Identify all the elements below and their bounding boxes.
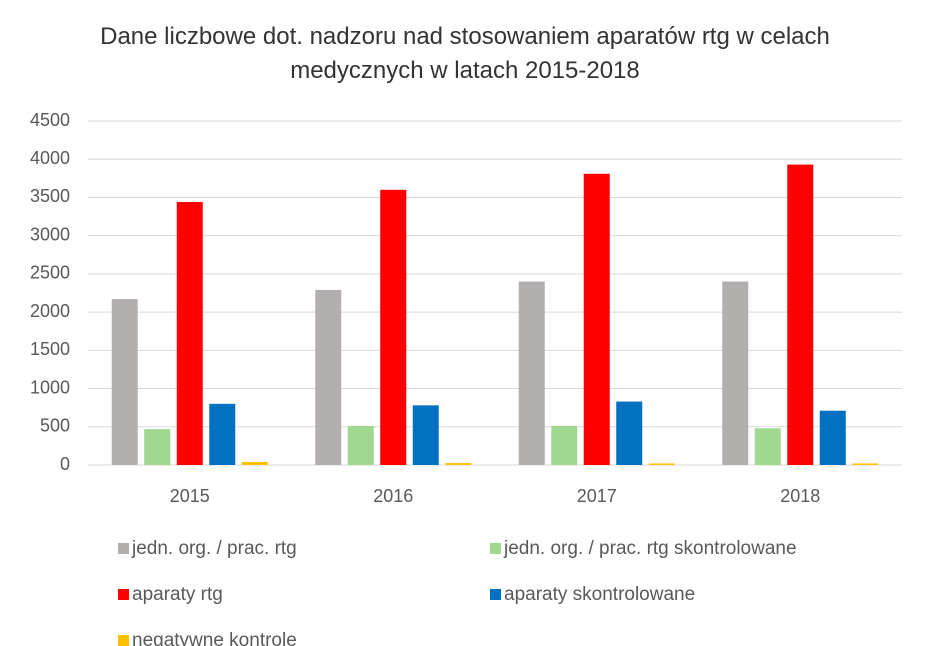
y-tick-label: 1500 <box>30 339 70 359</box>
y-tick-label: 1000 <box>30 377 70 397</box>
bar <box>852 463 879 465</box>
bar <box>144 429 171 465</box>
bar <box>583 173 610 465</box>
chart-title: Dane liczbowe dot. nadzoru nad stosowani… <box>100 23 830 84</box>
legend-swatch <box>118 635 129 646</box>
bar <box>616 401 643 465</box>
y-tick-label: 500 <box>40 416 70 436</box>
bar <box>347 426 374 465</box>
y-tick-label: 4000 <box>30 148 70 168</box>
bar <box>111 299 138 465</box>
bar <box>412 405 439 465</box>
legend-swatch <box>118 589 129 600</box>
bar <box>518 281 545 465</box>
bar <box>380 189 407 466</box>
x-tick-label: 2017 <box>577 486 617 506</box>
bar <box>176 202 203 465</box>
y-tick-label: 3500 <box>30 186 70 206</box>
legend-label: jedn. org. / prac. rtg <box>131 538 297 559</box>
x-tick-label: 2018 <box>780 486 820 506</box>
legend-label: aparaty skontrolowane <box>504 584 695 605</box>
bar <box>648 463 675 465</box>
y-tick-label: 3000 <box>30 224 70 244</box>
y-tick-label: 2500 <box>30 263 70 283</box>
bar <box>754 428 781 465</box>
legend-swatch <box>490 589 501 600</box>
legend-label: aparaty rtg <box>132 584 223 605</box>
legend-swatch <box>118 543 129 554</box>
bar <box>787 164 814 465</box>
legend-swatch <box>490 543 501 554</box>
bar <box>819 410 846 465</box>
bar <box>551 426 578 465</box>
legend-label: jedn. org. / prac. rtg skontrolowane <box>503 538 797 559</box>
x-tick-label: 2016 <box>373 486 413 506</box>
x-tick-label: 2015 <box>170 486 210 506</box>
bar <box>722 281 749 465</box>
y-tick-label: 0 <box>60 454 70 474</box>
y-tick-label: 4500 <box>30 110 70 130</box>
bar <box>241 461 268 465</box>
bar <box>209 403 236 465</box>
legend-label: negatywne kontrole <box>132 630 297 646</box>
y-tick-label: 2000 <box>30 301 70 321</box>
bar <box>445 463 472 465</box>
bar <box>315 289 342 465</box>
